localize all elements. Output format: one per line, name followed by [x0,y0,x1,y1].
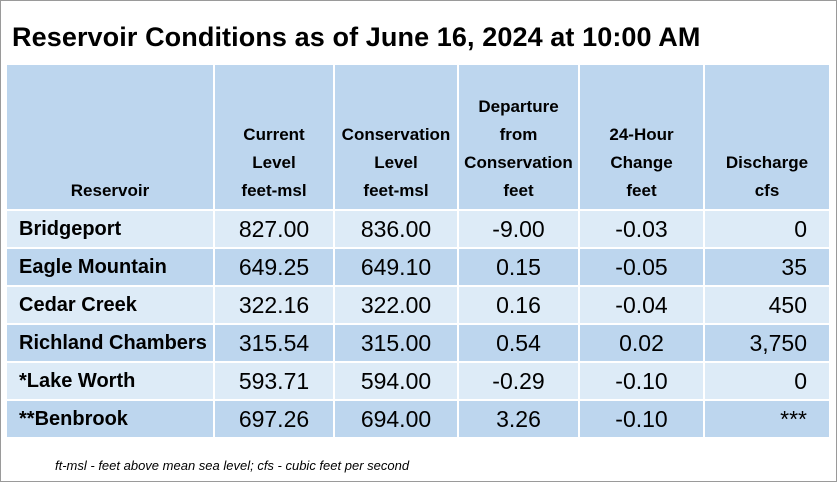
header-line: Reservoir [70,181,150,200]
reservoir-name: *Lake Worth [7,361,215,400]
departure-cell: 0.15 [458,247,580,286]
header-line: Conservation [464,153,573,172]
reservoir-name: Richland Chambers [7,323,215,362]
header-line: feet [503,181,534,200]
reservoir-name: Eagle Mountain [7,247,215,286]
discharge-cell: 35 [704,247,829,286]
page-title: Reservoir Conditions as of June 16, 2024… [12,22,701,52]
discharge-cell: *** [704,399,829,437]
header-line: 24-Hour [609,125,674,144]
header-24-hour-change: 24-Hour Change feet [579,65,705,210]
table-row: Richland Chambers 315.54 315.00 0.54 0.0… [7,323,829,362]
conservation-level-cell: 649.10 [334,247,459,286]
current-level-cell: 593.71 [214,361,335,400]
header-line: Discharge [725,153,809,172]
discharge-cell: 0 [704,361,829,400]
header-reservoir: Reservoir [7,65,215,210]
header-row: Reservoir Current Level feet-msl Conserv… [7,65,829,210]
header-line: feet-msl [241,181,307,200]
departure-cell: -0.29 [458,361,580,400]
reservoir-name: **Benbrook [7,399,215,437]
header-line: feet-msl [363,181,429,200]
reservoir-name: Bridgeport [7,209,215,248]
table-row: Cedar Creek 322.16 322.00 0.16 -0.04 450 [7,285,829,324]
current-level-cell: 649.25 [214,247,335,286]
header-line: from [499,125,538,144]
current-level-cell: 697.26 [214,399,335,437]
current-level-cell: 322.16 [214,285,335,324]
change-cell: -0.10 [579,399,705,437]
discharge-cell: 3,750 [704,323,829,362]
conservation-level-cell: 694.00 [334,399,459,437]
header-discharge: Discharge cfs [704,65,829,210]
conservation-level-cell: 594.00 [334,361,459,400]
change-cell: -0.03 [579,209,705,248]
table-row: Eagle Mountain 649.25 649.10 0.15 -0.05 … [7,247,829,286]
conservation-level-cell: 836.00 [334,209,459,248]
footnote: ft-msl - feet above mean sea level; cfs … [55,458,410,473]
change-cell: -0.05 [579,247,705,286]
header-current-level: Current Level feet-msl [214,65,335,210]
header-line: Level [252,153,296,172]
header-line: Level [374,153,418,172]
header-conservation-level: Conservation Level feet-msl [334,65,459,210]
change-cell: 0.02 [579,323,705,362]
reservoir-name: Cedar Creek [7,285,215,324]
table-row: *Lake Worth 593.71 594.00 -0.29 -0.10 0 [7,361,829,400]
header-line: cfs [754,181,780,200]
table-row: **Benbrook 697.26 694.00 3.26 -0.10 *** [7,399,829,437]
discharge-cell: 450 [704,285,829,324]
header-line: feet [626,181,657,200]
departure-cell: 0.54 [458,323,580,362]
conservation-level-cell: 315.00 [334,323,459,362]
header-departure: Departure from Conservation feet [458,65,580,210]
conservation-level-cell: 322.00 [334,285,459,324]
discharge-cell: 0 [704,209,829,248]
header-line: Conservation [341,125,451,144]
departure-cell: 0.16 [458,285,580,324]
current-level-cell: 827.00 [214,209,335,248]
current-level-cell: 315.54 [214,323,335,362]
header-line: Current [243,125,305,144]
header-line: Change [610,153,673,172]
header-line: Departure [478,97,559,116]
change-cell: -0.04 [579,285,705,324]
reservoir-table: Reservoir Current Level feet-msl Conserv… [7,65,829,437]
change-cell: -0.10 [579,361,705,400]
departure-cell: -9.00 [458,209,580,248]
table-row: Bridgeport 827.00 836.00 -9.00 -0.03 0 [7,209,829,248]
departure-cell: 3.26 [458,399,580,437]
